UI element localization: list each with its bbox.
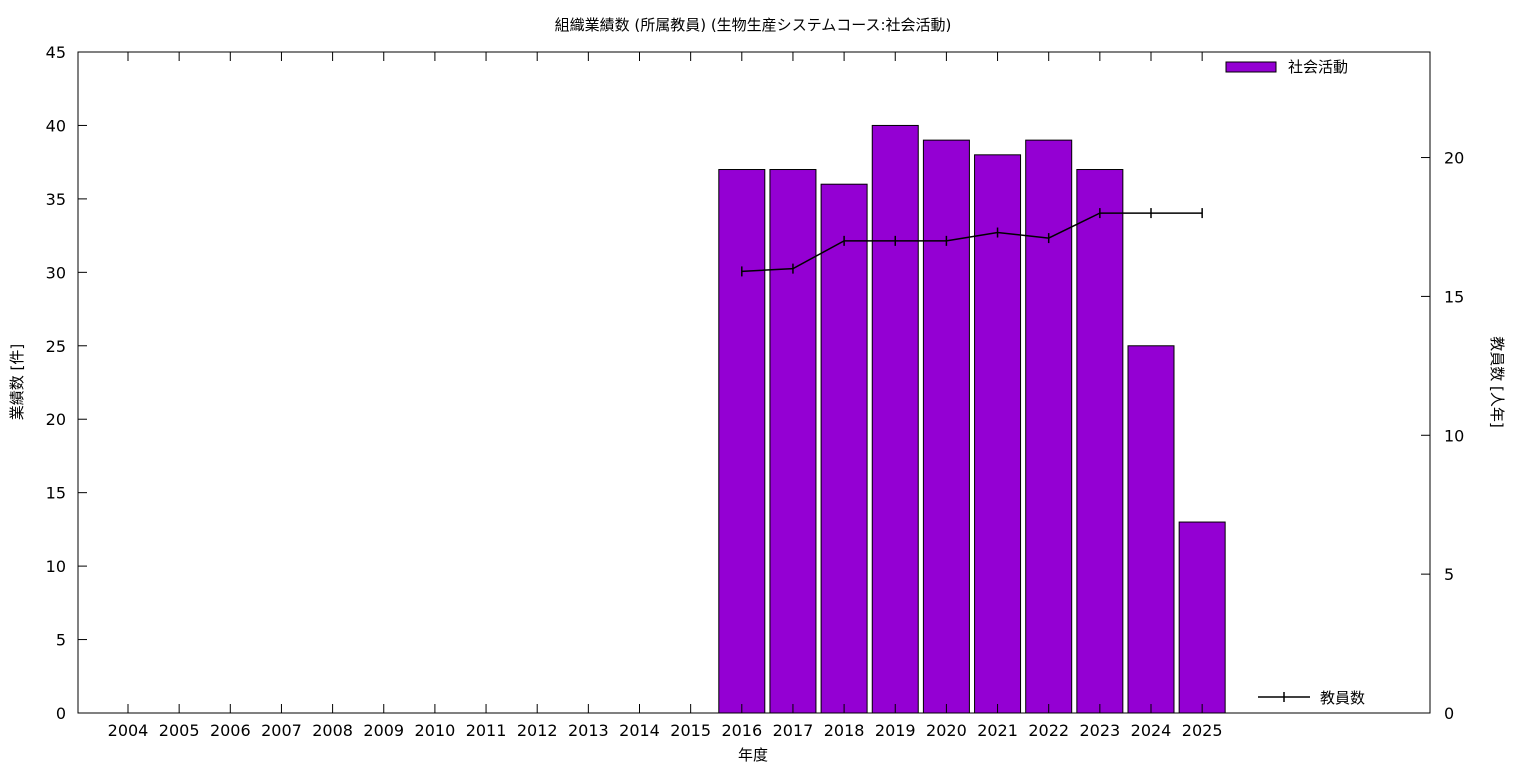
x-tick-label-2016: 2016	[721, 721, 762, 740]
x-tick-label-2008: 2008	[312, 721, 353, 740]
bar-2024	[1127, 345, 1175, 714]
bar-2023	[1076, 169, 1124, 714]
x-tick-label-2005: 2005	[159, 721, 200, 740]
bar-2020	[922, 139, 970, 714]
x-tick-label-2007: 2007	[261, 721, 302, 740]
bar-2017	[769, 169, 817, 714]
y-tick-label-0: 0	[56, 704, 66, 723]
x-tick-label-2006: 2006	[210, 721, 251, 740]
x-tick-label-2015: 2015	[670, 721, 711, 740]
line-series-group	[741, 208, 1203, 277]
y2-tick-label-5: 5	[1444, 565, 1454, 584]
x-tick-label-2011: 2011	[466, 721, 507, 740]
y-tick-label-10: 10	[46, 557, 66, 576]
y-tick-label-5: 5	[56, 631, 66, 650]
y-tick-label-35: 35	[46, 190, 66, 209]
x-tick-label-2009: 2009	[363, 721, 404, 740]
x-tick-label-2024: 2024	[1131, 721, 1172, 740]
y-tick-label-40: 40	[46, 116, 66, 135]
bar-2022	[1025, 139, 1073, 714]
x-tick-label-2021: 2021	[977, 721, 1018, 740]
x-axis-label: 年度	[738, 746, 768, 764]
x-tick-label-2004: 2004	[108, 721, 149, 740]
y2-tick-label-0: 0	[1444, 704, 1454, 723]
x-tick-label-2012: 2012	[517, 721, 558, 740]
y2-tick-label-20: 20	[1444, 149, 1464, 168]
y-tick-label-30: 30	[46, 263, 66, 282]
chart-title: 組織業績数 (所属教員) (生物生産システムコース:社会活動)	[555, 16, 952, 34]
x-tick-label-2020: 2020	[926, 721, 967, 740]
line-series-path	[741, 212, 1203, 273]
x-tick-label-2017: 2017	[773, 721, 814, 740]
x-tick-label-2023: 2023	[1079, 721, 1120, 740]
x-tick-label-2014: 2014	[619, 721, 660, 740]
x-tick-label-2010: 2010	[415, 721, 456, 740]
bar-2018	[820, 183, 868, 714]
y-axis-label: 業績数 [件]	[8, 344, 26, 420]
legend-bar-label: 社会活動	[1288, 58, 1348, 76]
x-tick-label-2019: 2019	[875, 721, 916, 740]
y-tick-label-25: 25	[46, 337, 66, 356]
x-tick-label-2022: 2022	[1028, 721, 1069, 740]
bar-series-group	[718, 124, 1226, 714]
bar-2021	[974, 154, 1022, 714]
legend-bar-swatch	[1225, 61, 1277, 73]
y-tick-label-15: 15	[46, 484, 66, 503]
x-tick-label-2018: 2018	[824, 721, 865, 740]
y2-tick-label-10: 10	[1444, 426, 1464, 445]
bar-2016	[718, 169, 766, 714]
bar-2025	[1178, 521, 1226, 714]
legend-group: 社会活動 教員数	[1225, 58, 1365, 707]
y-tick-label-20: 20	[46, 410, 66, 429]
y2-axis-label: 教員数 [人年]	[1488, 336, 1506, 427]
legend-line-label: 教員数	[1320, 689, 1365, 707]
y2-tick-label-15: 15	[1444, 287, 1464, 306]
y-tick-label-45: 45	[46, 43, 66, 62]
plot-frame	[77, 51, 1431, 714]
bar-2019	[871, 124, 919, 714]
x-tick-label-2013: 2013	[568, 721, 609, 740]
x-tick-label-2025: 2025	[1182, 721, 1223, 740]
